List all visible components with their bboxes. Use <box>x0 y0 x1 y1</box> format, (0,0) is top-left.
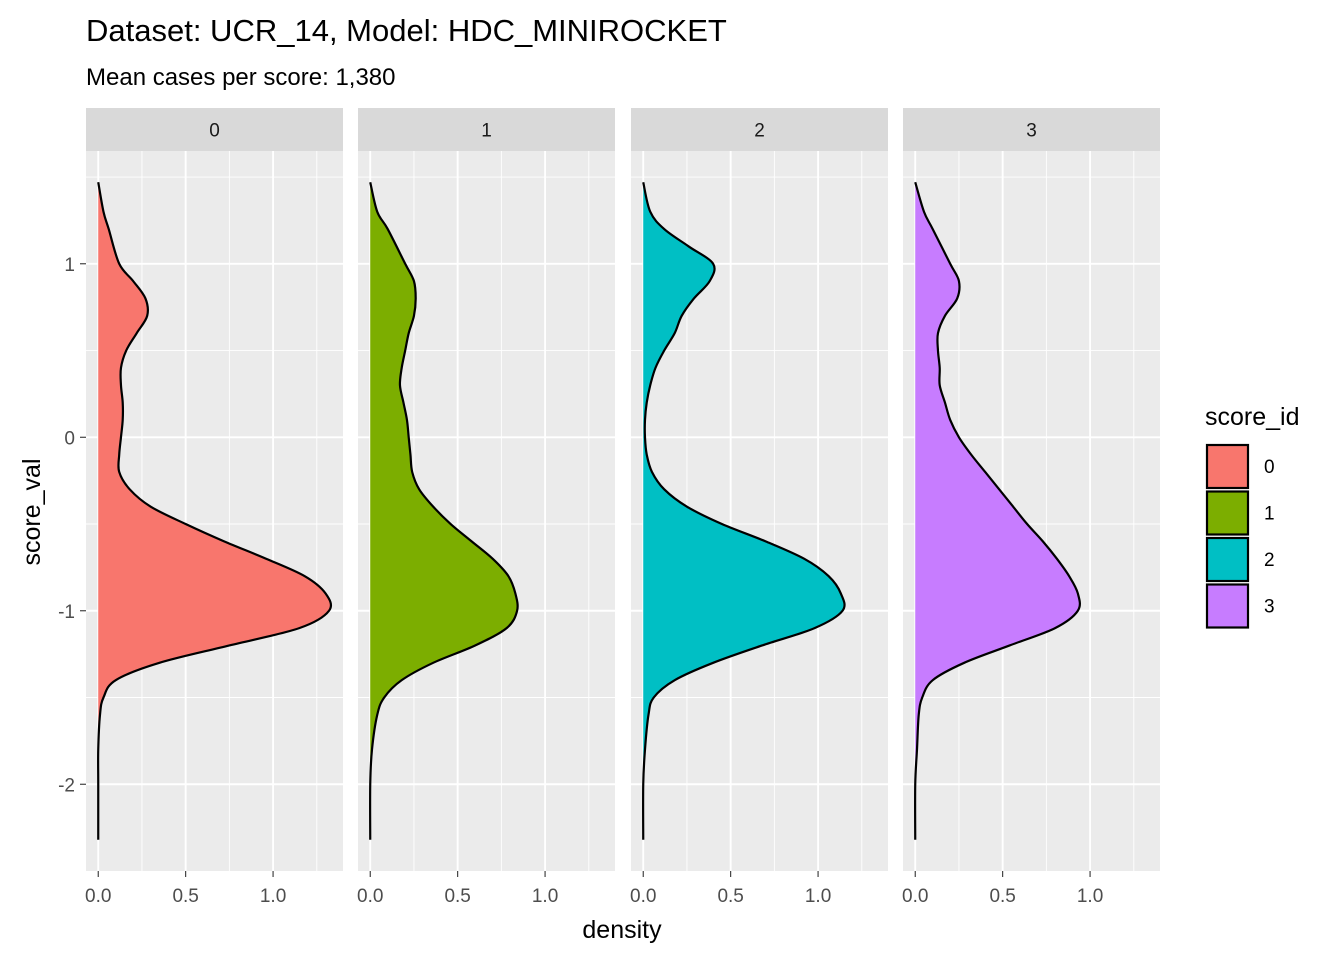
chart-title: Dataset: UCR_14, Model: HDC_MINIROCKET <box>86 13 727 48</box>
x-tick-label: 0.0 <box>357 886 383 907</box>
x-tick-label: 1.0 <box>532 886 558 907</box>
density-area-0 <box>98 182 331 840</box>
x-tick-label: 0.0 <box>902 886 928 907</box>
legend-item-2: 2 <box>1205 536 1275 583</box>
x-tick-label: 0.5 <box>444 886 470 907</box>
legend-key <box>1205 583 1250 629</box>
facet-strip <box>86 108 343 151</box>
x-tick-label: 0.0 <box>630 886 656 907</box>
facet-panel-2: 2 0.0 0.5 1.0 <box>630 108 888 907</box>
density-area-2 <box>643 182 845 840</box>
density-outline-2 <box>642 181 846 840</box>
chart-subtitle: Mean cases per score: 1,380 <box>86 64 396 91</box>
legend-key <box>1205 490 1250 536</box>
legend-label: 2 <box>1264 550 1275 571</box>
legend-item-0: 0 <box>1205 443 1275 490</box>
x-tick-label: 1.0 <box>805 886 831 907</box>
y-tick-label: -2 <box>58 775 75 796</box>
legend-title: score_id <box>1205 403 1300 431</box>
density-outline-3 <box>914 181 1081 840</box>
facet-panel-1: 1 0.0 0.5 1.0 <box>357 108 615 907</box>
x-tick-label: 0.5 <box>989 886 1015 907</box>
facet-strip-label: 2 <box>754 121 765 142</box>
y-axis-title: score_val <box>18 459 46 566</box>
facet-panel-0: 0 0.0 0.5 1.0 <box>85 108 343 907</box>
x-tick-label: 1.0 <box>260 886 286 907</box>
facet-panels: 0 0.0 0.5 1.0 1 0.0 0.5 1.0 2 0.0 0.5 1.0 3 0.0 0.5 1.0 <box>85 108 1160 907</box>
legend-label: 1 <box>1264 504 1275 525</box>
y-tick-label: -1 <box>58 602 75 623</box>
density-outline-1 <box>369 181 519 840</box>
facet-strip-label: 0 <box>209 121 220 142</box>
legend-label: 3 <box>1264 597 1275 618</box>
x-axis-title: density <box>582 916 662 944</box>
x-tick-label: 0.5 <box>717 886 743 907</box>
facet-strip <box>631 108 888 151</box>
facet-strip <box>358 108 615 151</box>
legend: score_id 0 1 2 3 <box>1205 403 1300 629</box>
facet-strip-label: 1 <box>481 121 492 142</box>
y-axis: 1 0 -1 -2 <box>58 255 86 796</box>
facet-panel-3: 3 0.0 0.5 1.0 <box>902 108 1160 907</box>
density-outline-0 <box>97 182 333 840</box>
facet-strip <box>903 108 1160 151</box>
x-tick-label: 1.0 <box>1077 886 1103 907</box>
density-area-3 <box>915 182 1080 840</box>
legend-key <box>1205 443 1250 490</box>
legend-item-3: 3 <box>1205 583 1275 629</box>
y-tick-label: 1 <box>64 255 75 276</box>
legend-key <box>1205 536 1250 583</box>
x-tick-label: 0.5 <box>172 886 198 907</box>
legend-item-1: 1 <box>1205 490 1275 536</box>
y-tick-label: 0 <box>64 428 75 449</box>
facet-strip-label: 3 <box>1026 121 1037 142</box>
x-tick-label: 0.0 <box>85 886 111 907</box>
legend-label: 0 <box>1264 457 1275 478</box>
